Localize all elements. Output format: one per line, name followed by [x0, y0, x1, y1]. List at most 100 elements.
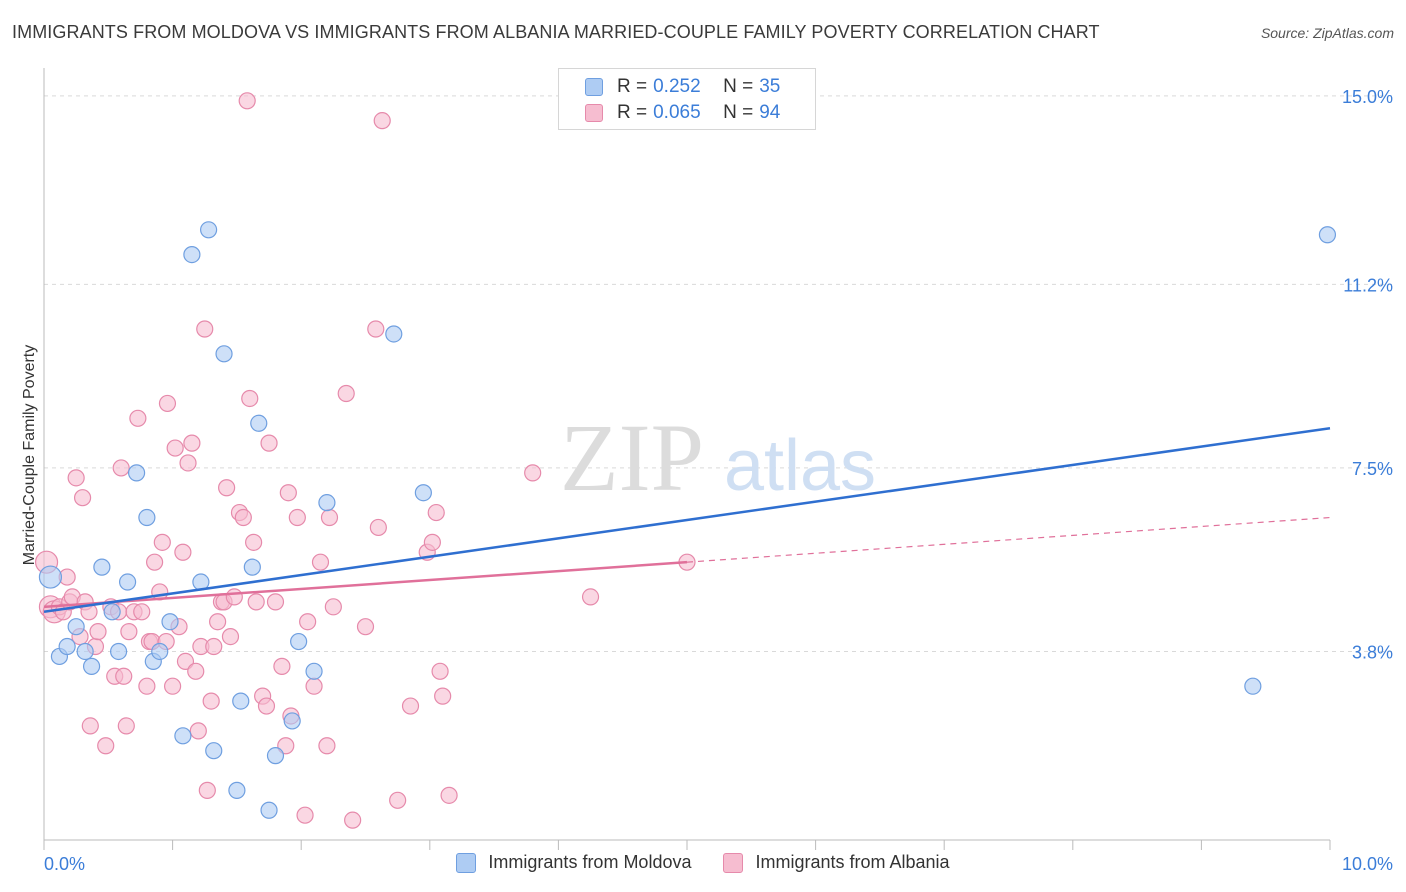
albania-point	[198, 781, 216, 799]
albania-point	[145, 553, 164, 571]
moldova-point	[318, 494, 336, 512]
albania-point	[81, 717, 99, 735]
albania-point	[73, 489, 92, 507]
moldova-point	[283, 712, 301, 730]
albania-point	[245, 533, 263, 551]
albania-point	[176, 652, 195, 671]
moldova-point	[67, 618, 85, 636]
legend-row-moldova: R = 0.252 N = 35	[585, 75, 780, 99]
albania-point	[524, 464, 542, 482]
albania-r-value: 0.065	[653, 102, 701, 123]
y-tick-label: 11.2%	[1343, 275, 1393, 295]
moldova-point	[183, 245, 201, 264]
moldova-point	[232, 692, 250, 710]
albania-swatch	[585, 104, 603, 122]
albania-point	[129, 409, 147, 427]
albania-point	[221, 627, 240, 646]
r-label: R =	[617, 102, 648, 123]
albania-point	[324, 598, 342, 616]
albania-point	[164, 677, 182, 695]
albania-point	[225, 588, 243, 606]
albania-point	[277, 737, 295, 755]
albania-n-value: 94	[759, 102, 781, 123]
moldova-n-value: 35	[759, 76, 781, 97]
moldova-point	[1244, 677, 1262, 695]
moldova-point	[215, 345, 233, 363]
albania-point	[337, 384, 355, 403]
y-tick-label: 7.5%	[1352, 459, 1393, 479]
albania-legend-label: Immigrants from Albania	[755, 852, 950, 872]
watermark: ZIP atlas	[560, 404, 876, 511]
legend-row-albania: R = 0.065 N = 94	[585, 101, 780, 125]
moldova-point	[82, 657, 101, 675]
albania-point	[288, 508, 306, 527]
albania-point	[369, 518, 387, 537]
albania-point	[238, 92, 256, 110]
moldova-point	[118, 573, 137, 591]
moldova-legend-label: Immigrants from Moldova	[488, 852, 692, 872]
albania-trend-extension	[686, 516, 1331, 563]
albania-point	[356, 618, 375, 636]
moldova-r-value: 0.252	[653, 76, 701, 97]
albania-point	[389, 791, 407, 809]
legend-item-moldova: Immigrants from Moldova	[456, 852, 691, 873]
albania-point	[581, 588, 600, 606]
albania-point	[241, 389, 259, 408]
albania-point	[257, 697, 276, 715]
albania-point	[305, 677, 323, 695]
moldova-point	[151, 642, 169, 661]
albania-point	[133, 603, 151, 621]
albania-point	[318, 737, 336, 755]
albania-point	[174, 543, 192, 561]
axes	[43, 68, 1331, 850]
data-points	[34, 92, 1337, 829]
moldova-point	[205, 742, 223, 760]
x-tick-label: 0.0%	[44, 854, 85, 874]
albania-point	[218, 479, 236, 497]
moldova-point	[138, 508, 156, 527]
moldova-point	[250, 414, 268, 432]
albania-point	[344, 811, 362, 829]
moldova-point	[93, 558, 111, 576]
albania-point	[97, 737, 115, 755]
source-credit: Source: ZipAtlas.com	[1260, 25, 1394, 41]
chart-title: IMMIGRANTS FROM MOLDOVA VS IMMIGRANTS FR…	[12, 22, 1100, 42]
albania-point	[117, 717, 135, 735]
y-tick-label: 15.0%	[1342, 87, 1393, 107]
moldova-point	[290, 632, 308, 651]
moldova-point	[161, 613, 179, 631]
moldova-point	[200, 221, 218, 239]
albania-point	[234, 508, 252, 527]
albania-point	[189, 722, 207, 740]
albania-point	[120, 623, 138, 641]
albania-point	[431, 662, 449, 680]
albania-point	[311, 553, 330, 571]
albania-point	[299, 613, 317, 631]
albania-point	[209, 613, 227, 631]
moldova-point	[127, 464, 146, 482]
albania-point	[202, 692, 220, 710]
moldova-legend-swatch	[456, 852, 477, 873]
albania-point	[260, 434, 278, 452]
albania-point	[153, 533, 171, 551]
albania-point	[401, 697, 420, 715]
albania-point	[183, 434, 201, 452]
albania-point	[158, 394, 177, 413]
albania-point	[279, 484, 297, 502]
moldova-point	[228, 781, 246, 799]
moldova-point	[1318, 226, 1337, 244]
series-legend: Immigrants from Moldova Immigrants from …	[0, 852, 1406, 873]
moldova-point	[385, 325, 403, 343]
albania-point	[434, 687, 452, 705]
gridlines	[44, 95, 1392, 652]
albania-point	[320, 508, 339, 527]
albania-point	[112, 459, 130, 477]
albania-point	[115, 667, 133, 685]
albania-point	[196, 320, 214, 338]
moldova-point	[38, 565, 63, 589]
albania-point	[427, 503, 445, 522]
moldova-point	[174, 727, 192, 745]
watermark-zip: ZIP	[560, 404, 704, 511]
legend-item-albania: Immigrants from Albania	[723, 852, 950, 873]
albania-point	[423, 533, 441, 551]
